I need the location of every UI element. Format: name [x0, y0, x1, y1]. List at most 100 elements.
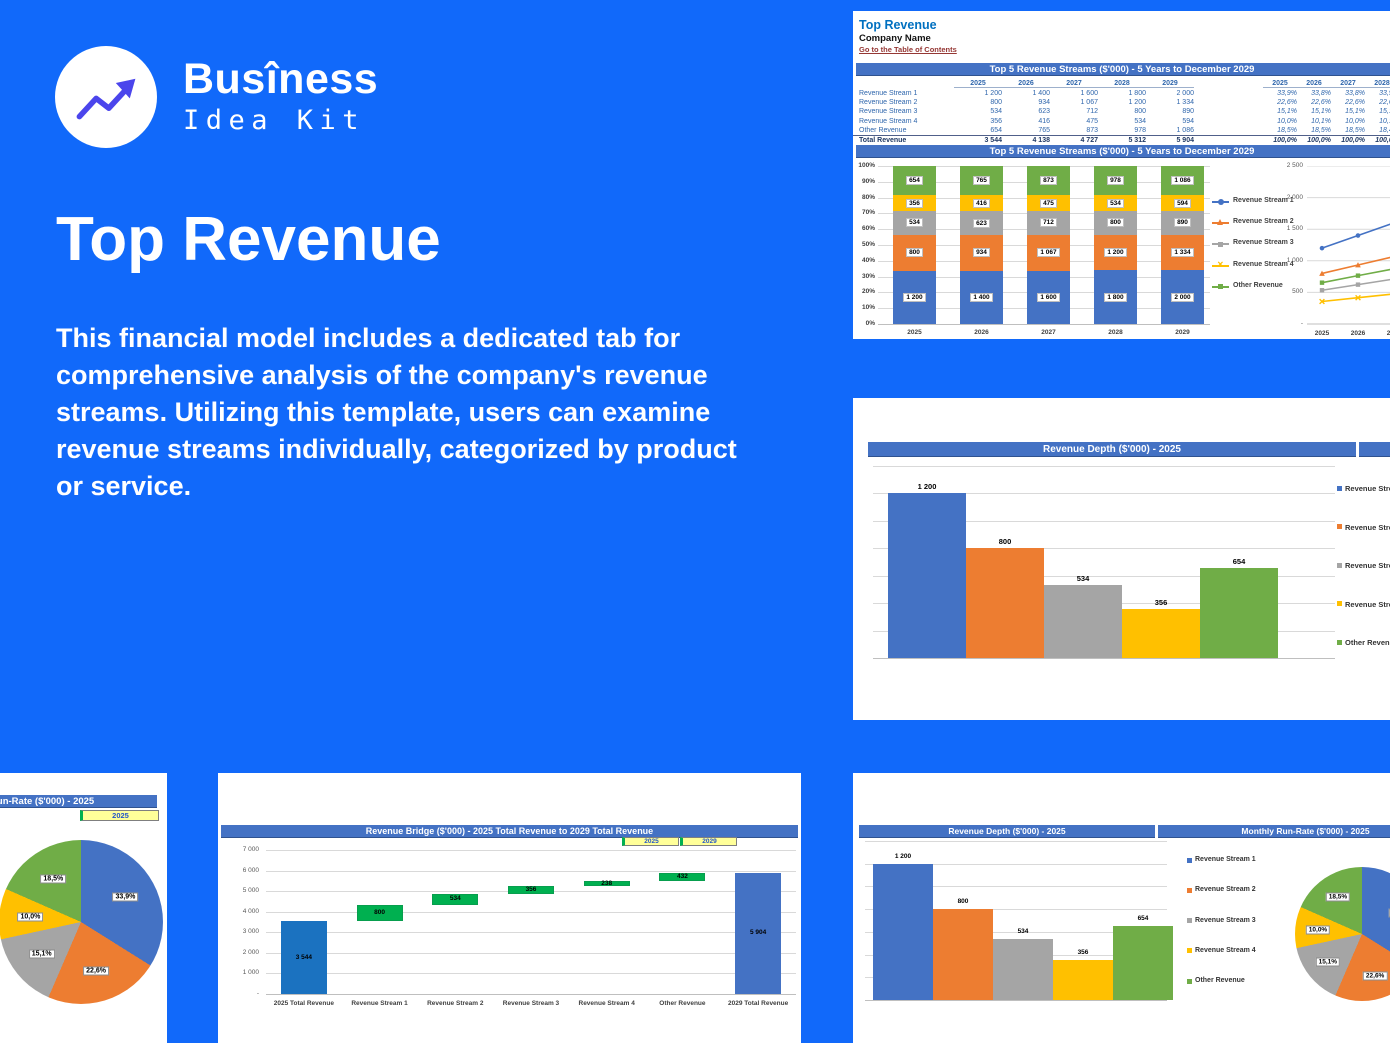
trend-arrow-icon	[76, 78, 136, 120]
segment-label-text: 765	[973, 176, 990, 186]
gridline	[865, 886, 1167, 888]
brand-logo	[55, 46, 157, 148]
line-point-marker	[1319, 288, 1325, 293]
brand-subname: Idea Kit	[183, 105, 366, 136]
pct-cell: 10,0%	[1277, 117, 1297, 125]
legend-item: Revenue Stream 1	[1212, 197, 1312, 207]
gridline	[266, 994, 796, 995]
y-tick: 5 000	[242, 887, 259, 895]
row-label: Revenue Stream 4	[859, 117, 918, 125]
value-cell: 800	[990, 99, 1002, 107]
legend-label: Revenue Stream 1	[1345, 484, 1390, 493]
waterfall-plot: 3 544 800 534 356 238 432 5 904	[266, 850, 796, 995]
legend-item: Revenue Stream 2	[1212, 218, 1312, 228]
table-row: 2025 2026 2027 2028 2029 2025 2026 2027 2028	[853, 78, 1390, 89]
bar	[873, 863, 933, 1000]
bridge-to-year-dropdown[interactable]: 2029	[680, 837, 737, 846]
legend-line	[1212, 264, 1229, 267]
segment-label: 1 600	[1027, 292, 1070, 302]
y-tick: -	[1300, 320, 1303, 327]
legend-item: Revenue Stream 3	[1337, 561, 1390, 570]
pie-slice-label: 33,9%	[1388, 908, 1390, 918]
line-series	[1321, 293, 1390, 303]
pct-cell: 33,9%	[1277, 90, 1297, 98]
pie-slice-label: 10,0%	[1305, 925, 1331, 935]
pct-year-column-header: 2026	[1297, 80, 1331, 88]
value-cell: 873	[1086, 126, 1098, 134]
pie-slice-label: 18,5%	[40, 874, 67, 884]
line-series	[1321, 278, 1390, 292]
y-tick: 2 000	[242, 948, 259, 956]
bar	[993, 939, 1053, 1000]
gridline	[865, 863, 1167, 865]
x-tick: Revenue Stream 4	[578, 1000, 635, 1007]
legend-item: Other Revenue	[1187, 977, 1297, 986]
bar	[888, 493, 966, 658]
x-tick: 2029	[1175, 329, 1190, 336]
toc-link[interactable]: Go to the Table of Contents	[859, 45, 957, 54]
segment-label: 1 200	[1094, 248, 1137, 258]
segment-label-text: 1 067	[1037, 248, 1060, 258]
gridline	[878, 324, 1210, 325]
segment-label-text: 534	[1107, 198, 1124, 208]
line-point-marker	[1319, 270, 1325, 276]
bar	[1044, 584, 1122, 658]
bridge-from-year-dropdown[interactable]: 2025	[622, 837, 679, 846]
pie-slice-label: 15,1%	[1315, 957, 1341, 967]
segment-label: 654	[893, 176, 936, 186]
waterfall-bar	[280, 921, 327, 994]
legend-label: Other Revenue	[1233, 281, 1283, 289]
bar-label: 432	[676, 872, 688, 880]
gridline	[865, 1000, 1167, 1001]
year-filter-dropdown[interactable]: 2025	[80, 810, 159, 821]
legend-marker-icon	[1218, 199, 1224, 205]
value-cell: 2 000	[1176, 90, 1194, 98]
pct-cell: 22,6%	[1379, 99, 1390, 107]
monthly-runrate-header: Monthly Run-Rate ($'000) - 2025	[1158, 825, 1390, 838]
bar-label: 1 200	[917, 482, 937, 492]
segment-label-text: 356	[906, 198, 923, 208]
year-column-header: 2029	[1146, 80, 1194, 88]
x-tick: Revenue Stream 1	[351, 1000, 408, 1007]
row-label: Revenue Stream 1	[859, 90, 918, 98]
panel-depth-and-runrate: Revenue Depth ($'000) - 2025 Monthly Run…	[853, 773, 1390, 1043]
gridline	[873, 520, 1335, 522]
revenue-bridge-header: Revenue Bridge ($'000) - 2025 Total Reve…	[221, 825, 798, 838]
gridline	[865, 931, 1167, 933]
total-row-label: Total Revenue	[859, 137, 907, 145]
legend-item: Revenue Stream 4	[1187, 947, 1297, 956]
segment-label-text: 475	[1040, 198, 1057, 208]
revenue-depth-header: Revenue Depth ($'000) - 2025	[868, 442, 1356, 457]
segment-label-text: 594	[1174, 198, 1191, 208]
bar-label: 654	[1232, 557, 1246, 567]
x-tick: 2028	[1108, 329, 1123, 336]
brand-text: Busîness Idea Kit	[183, 58, 378, 137]
total-value-cell: 4 138	[1032, 137, 1050, 145]
line-point-marker	[1355, 233, 1361, 238]
sheet-title: Top Revenue	[859, 18, 937, 32]
total-pct-cell: 100,0%	[1341, 137, 1365, 145]
pct-cell: 15,1%	[1379, 108, 1390, 116]
legend-item: ✕ Revenue Stream 4	[1212, 260, 1312, 271]
gridline	[266, 850, 796, 851]
y-tick: 80%	[861, 193, 875, 201]
y-tick: 20%	[861, 288, 875, 296]
segment-label-text: 934	[973, 248, 990, 258]
year-column-header: 2025	[954, 80, 1002, 88]
page-title: Top Revenue	[56, 205, 441, 274]
gridline	[873, 575, 1335, 577]
x-tick: 2025 Total Revenue	[273, 1000, 334, 1007]
line-series	[1321, 256, 1390, 275]
segment-label-text: 1 200	[903, 292, 926, 302]
revenue-depth-legend: Revenue Stream 1 Revenue Stream 2 Revenue …	[1337, 484, 1390, 684]
y-tick: 50%	[861, 241, 875, 248]
line-point-marker	[1319, 280, 1325, 285]
adjacent-section-header	[1359, 442, 1390, 457]
segment-label-text: 654	[906, 176, 923, 186]
line-series	[1321, 223, 1390, 249]
value-cell: 534	[990, 108, 1002, 116]
legend-label: Revenue Stream 3	[1233, 239, 1294, 247]
legend-label: Revenue Stream 2	[1345, 522, 1390, 532]
pct-cell: 18,5%	[1277, 126, 1297, 134]
legend-marker-icon	[1217, 219, 1223, 226]
